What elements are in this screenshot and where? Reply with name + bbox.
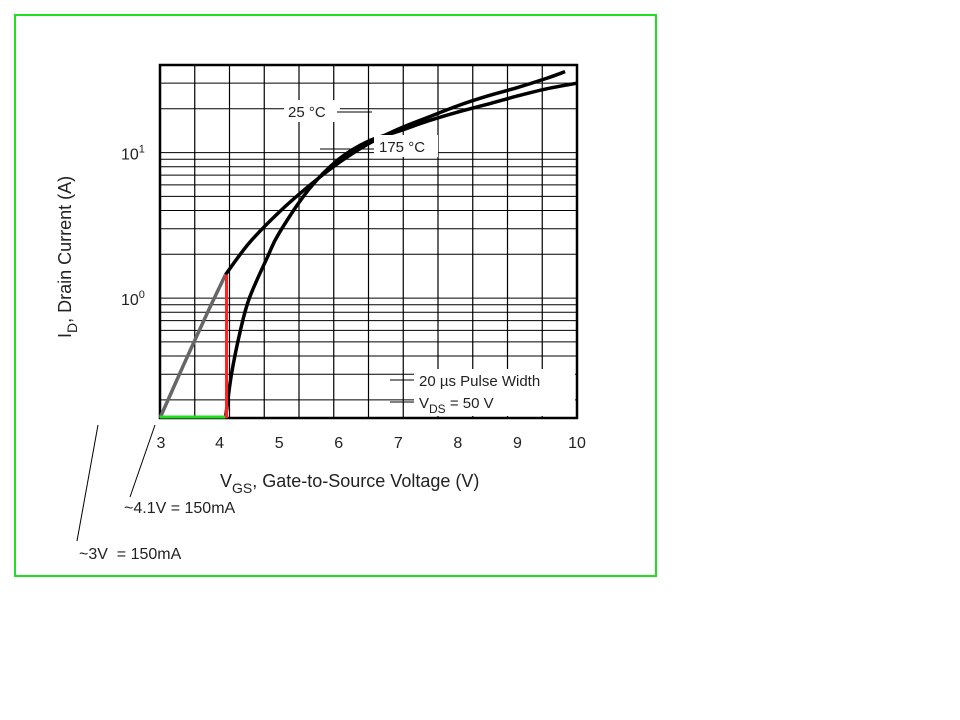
label-boxes xyxy=(284,100,575,416)
y-tick-label: 101 xyxy=(121,144,145,164)
series-25c-line xyxy=(224,70,566,276)
callout-3v: ~3V = 150mA xyxy=(79,546,182,563)
series-25c-extension xyxy=(158,273,228,419)
plot-border xyxy=(158,63,579,420)
label-box-note xyxy=(414,369,575,416)
chart-frame xyxy=(14,14,657,577)
callout-41v: ~4.1V = 150mA xyxy=(124,500,236,517)
vds-note: VDS = 50 V xyxy=(419,395,494,416)
overlay-layer xyxy=(160,274,229,419)
series-175c-line xyxy=(223,81,578,419)
tick-layer: 3 4 5 6 7 8 9 10 100 101 xyxy=(121,144,586,452)
label-box-175c xyxy=(374,135,438,157)
x-tick-label: 5 xyxy=(275,435,284,452)
series-label-175c: 175 °C xyxy=(379,139,425,156)
x-tick-label: 9 xyxy=(513,435,522,452)
pulse-width-note: 20 µs Pulse Width xyxy=(419,373,540,390)
y-axis-label: ID, Drain Current (A) xyxy=(55,176,80,338)
x-tick-label: 6 xyxy=(334,435,343,452)
x-tick-label: 8 xyxy=(453,435,462,452)
callout-3-pointer xyxy=(76,424,99,542)
x-tick-label: 3 xyxy=(157,435,166,452)
series-label-25c: 25 °C xyxy=(288,104,326,121)
x-axis-label: VGS, Gate-to-Source Voltage (V) xyxy=(220,471,479,496)
x-tick-label: 7 xyxy=(394,435,403,452)
x-tick-label: 4 xyxy=(215,435,224,452)
x-tick-label: 10 xyxy=(568,435,586,452)
y-tick-label: 100 xyxy=(121,289,145,309)
label-box-25c xyxy=(284,100,340,122)
callout-41-pointer xyxy=(129,424,156,498)
grid xyxy=(160,65,577,418)
